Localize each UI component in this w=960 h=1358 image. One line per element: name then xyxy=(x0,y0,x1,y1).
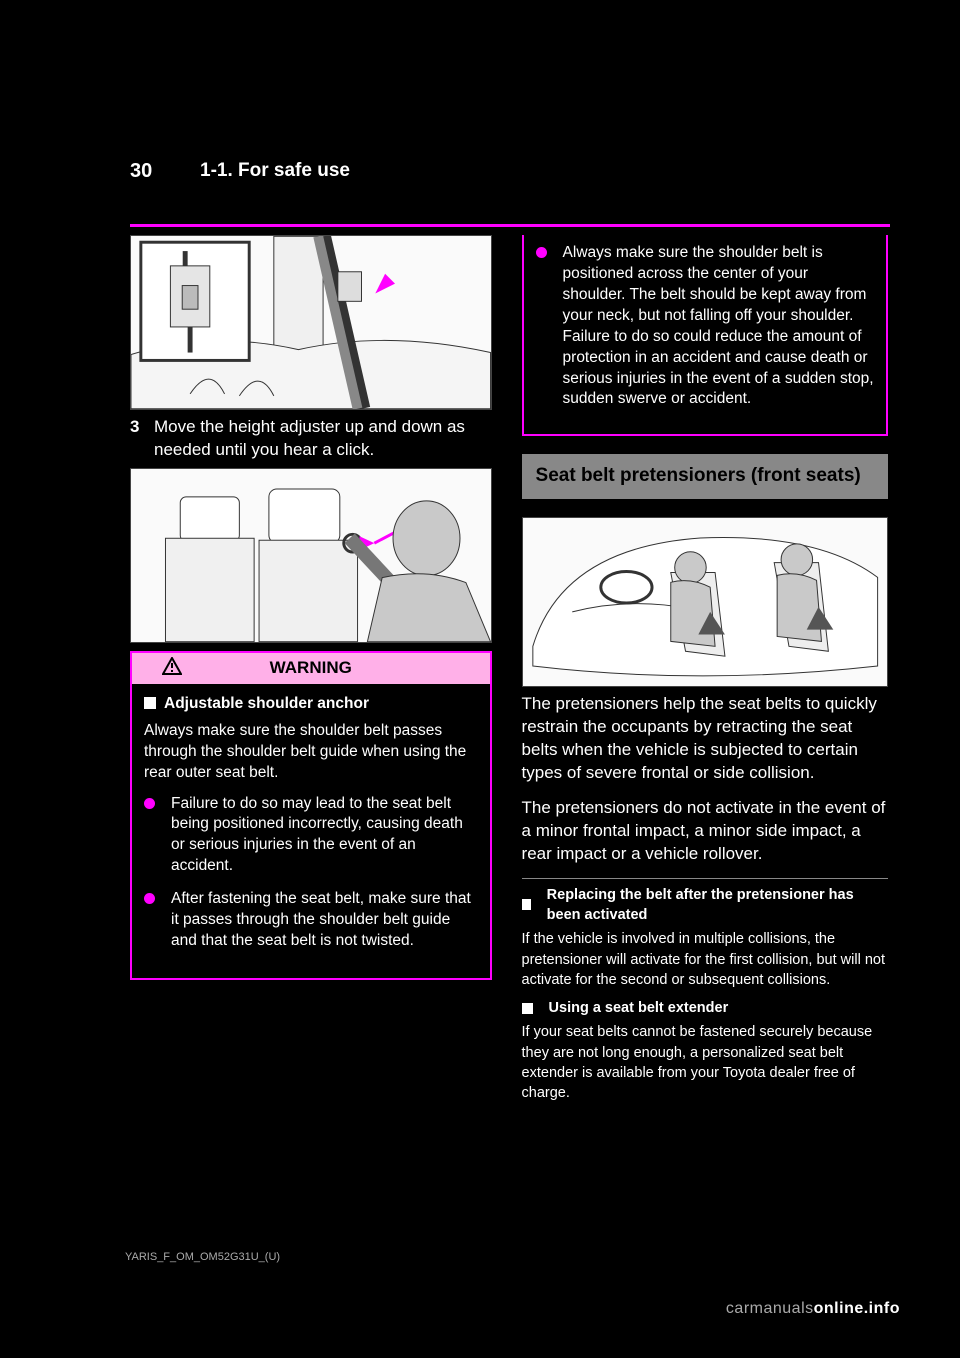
warning-box: WARNING Adjustable shoulder anchor Alway… xyxy=(130,651,492,980)
square-bullet-icon xyxy=(522,1003,533,1014)
warning-icon xyxy=(162,657,182,682)
bullet-icon xyxy=(144,798,155,809)
section-heading: Seat belt pretensioners (front seats) xyxy=(522,454,888,499)
square-bullet-icon xyxy=(522,899,531,910)
page-number: 30 xyxy=(130,160,152,182)
bullet-icon xyxy=(536,247,547,258)
subnote-1-heading: Replacing the belt after the pretensione… xyxy=(522,885,888,926)
watermark-prefix: carmanuals xyxy=(726,1300,814,1317)
subnote-2-heading: Using a seat belt extender xyxy=(522,998,888,1018)
step-text: Move the height adjuster up and down as … xyxy=(154,416,492,462)
warning-bullet-1: Failure to do so may lead to the seat be… xyxy=(144,794,478,878)
figure-pretensioner-cabin xyxy=(522,517,888,687)
subnote-2-text: If your seat belts cannot be fastened se… xyxy=(522,1022,888,1103)
subnotes: Replacing the belt after the pretensione… xyxy=(522,885,888,1104)
warning-bullet-2: After fastening the seat belt, make sure… xyxy=(144,889,478,952)
warning-paragraph: Always make sure the shoulder belt passe… xyxy=(144,721,478,784)
warning-box-continued: Always make sure the shoulder belt is po… xyxy=(522,235,888,436)
document-reference: YARIS_F_OM_OM52G31U_(U) xyxy=(125,1251,280,1263)
figure-anchor-closeup xyxy=(130,235,492,410)
left-column: 3 Move the height adjuster up and down a… xyxy=(130,235,492,1112)
warning-title: Adjustable shoulder anchor xyxy=(144,694,478,715)
warning-bullet-cont: Always make sure the shoulder belt is po… xyxy=(536,243,874,410)
watermark-suffix: online.info xyxy=(814,1300,900,1317)
step-3: 3 Move the height adjuster up and down a… xyxy=(130,416,492,462)
square-bullet-icon xyxy=(144,697,156,709)
chapter-title: 1-1. For safe use xyxy=(200,160,350,182)
figure-seated-occupant xyxy=(130,468,492,643)
bullet-icon xyxy=(144,893,155,904)
content-columns: 3 Move the height adjuster up and down a… xyxy=(130,235,888,1112)
right-column: Always make sure the shoulder belt is po… xyxy=(522,235,888,1112)
pretensioner-paragraph-2: The pretensioners do not activate in the… xyxy=(522,797,888,866)
divider xyxy=(522,878,888,879)
warning-label: WARNING xyxy=(270,658,352,677)
step-number: 3 xyxy=(130,416,146,462)
page-header: 30 1-1. For safe use xyxy=(130,160,890,183)
warning-header: WARNING xyxy=(132,653,490,684)
header-rule xyxy=(130,224,890,227)
subnote-1-text: If the vehicle is involved in multiple c… xyxy=(522,929,888,990)
warning-body: Adjustable shoulder anchor Always make s… xyxy=(132,684,490,978)
footer-watermark: carmanualsonline.info xyxy=(726,1300,900,1318)
manual-page: 30 1-1. For safe use xyxy=(0,0,960,1358)
pretensioner-paragraph-1: The pretensioners help the seat belts to… xyxy=(522,693,888,785)
